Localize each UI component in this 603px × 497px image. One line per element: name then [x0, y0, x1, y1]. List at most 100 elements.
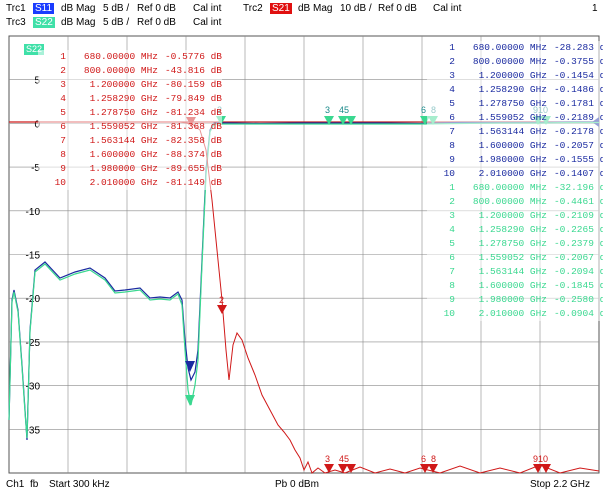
y-axis-label: 0: [34, 119, 40, 130]
trace3-cal: Cal int: [193, 17, 222, 28]
y-axis-label: -25: [26, 338, 41, 349]
trace1-label[interactable]: Trc1: [6, 3, 26, 14]
marker-frequency: 1.278750 GHz: [478, 98, 547, 109]
marker-number: 7: [449, 126, 455, 137]
s11-marker-label-45: 45: [339, 105, 349, 115]
marker-value: -89.655 dB: [164, 163, 222, 174]
marker-row: 8 1.600000 GHz -0.1845 dB: [427, 279, 603, 293]
marker-frequency: 1.980000 GHz: [478, 154, 547, 165]
marker-value: -82.358 dB: [164, 135, 222, 146]
trace2-ref: Ref 0 dB: [378, 3, 417, 14]
marker-row: 1 680.00000 MHz -28.283 dB: [427, 41, 603, 55]
marker-frequency: 1.563144 GHz: [478, 126, 547, 137]
s11-marker-label-3: 3: [325, 105, 330, 115]
footer-channel[interactable]: Ch1: [6, 479, 25, 490]
trace1-ref: Ref 0 dB: [137, 3, 176, 14]
marker-row: 6 1.559052 GHz -0.2189 dB: [427, 111, 603, 125]
trace3-param-badge[interactable]: S22: [33, 17, 55, 28]
marker-number: 2: [449, 196, 455, 207]
marker-number: 6: [449, 252, 455, 263]
marker-row: 2 800.00000 MHz -43.816 dB: [38, 64, 222, 78]
s21-marker-label-3: 3: [325, 454, 330, 464]
marker-number: 4: [60, 93, 66, 104]
marker-number: 3: [60, 79, 66, 90]
marker-value: -88.374 dB: [164, 149, 222, 160]
marker-row: 2 800.00000 MHz -0.3755 dB: [427, 55, 603, 69]
marker-frequency: 1.563144 GHz: [89, 135, 158, 146]
marker-row: 4 1.258290 GHz -79.849 dB: [38, 92, 222, 106]
marker-row: 1 680.00000 MHz -32.196 dB: [427, 181, 603, 195]
trace2-cal: Cal int: [433, 3, 462, 14]
y-axis-label: -35: [26, 425, 41, 436]
marker-value: -0.1454 dB: [553, 70, 603, 81]
marker-row: 10 2.010000 GHz -0.0904 dB: [427, 307, 603, 321]
trace2-label[interactable]: Trc2: [243, 3, 263, 14]
marker-value: -43.816 dB: [164, 65, 222, 76]
footer-start[interactable]: Start 300 kHz: [49, 479, 110, 490]
marker-frequency: 1.559052 GHz: [478, 112, 547, 123]
marker-row: 5 1.278750 GHz -0.2379 dB: [427, 237, 603, 251]
marker-frequency: 2.010000 GHz: [89, 177, 158, 188]
footer-power[interactable]: Pb 0 dBm: [275, 479, 319, 490]
marker-value: -81.368 dB: [164, 121, 222, 132]
s11-marker-1-icon: [185, 361, 195, 372]
marker-value: -0.4461 dB: [553, 196, 603, 207]
marker-row: 7 1.563144 GHz -82.358 dB: [38, 134, 222, 148]
marker-frequency: 1.980000 GHz: [478, 294, 547, 305]
marker-row: 9 1.980000 GHz -0.2580 dB: [427, 293, 603, 307]
s21-marker-label-2: 2: [219, 295, 224, 305]
marker-value: -32.196 dB: [553, 182, 603, 193]
marker-frequency: 680.00000 MHz: [83, 51, 158, 62]
marker-frequency: 1.980000 GHz: [89, 163, 158, 174]
marker-number: 9: [449, 154, 455, 165]
marker-number: 1: [60, 51, 66, 62]
marker-frequency: 1.278750 GHz: [89, 107, 158, 118]
active-trace-badge[interactable]: S22: [24, 44, 45, 55]
trace3-ref: Ref 0 dB: [137, 17, 176, 28]
marker-frequency: 1.559052 GHz: [478, 252, 547, 263]
marker-row: 4 1.258290 GHz -0.1486 dB: [427, 83, 603, 97]
marker-frequency: 1.200000 GHz: [89, 79, 158, 90]
trace2-param-badge[interactable]: S21: [270, 3, 292, 14]
marker-value: -0.1845 dB: [553, 280, 603, 291]
grid: [9, 36, 599, 473]
marker-frequency: 2.010000 GHz: [478, 308, 547, 319]
marker-value: -28.283 dB: [553, 42, 603, 53]
marker-value: -0.2379 dB: [553, 238, 603, 249]
marker-number: 8: [449, 140, 455, 151]
marker-frequency: 1.600000 GHz: [478, 280, 547, 291]
marker-row: 8 1.600000 GHz -0.2057 dB: [427, 139, 603, 153]
marker-row: 9 1.980000 GHz -0.1555 dB: [427, 153, 603, 167]
footer-mode: fb: [30, 479, 39, 490]
y-axis-label: -30: [26, 382, 41, 393]
footer-stop[interactable]: Stop 2.2 GHz: [530, 479, 591, 490]
trace1-scale: 5 dB /: [103, 3, 130, 14]
marker-number: 6: [449, 112, 455, 123]
marker-value: -0.1407 dB: [553, 168, 603, 179]
marker-row: 10 2.010000 GHz -0.1407 dB: [427, 167, 603, 181]
marker-number: 2: [449, 56, 455, 67]
marker-value: -79.849 dB: [164, 93, 222, 104]
trace1-param-badge[interactable]: S11: [33, 3, 55, 14]
marker-number: 3: [449, 70, 455, 81]
marker-number: 1: [449, 42, 455, 53]
marker-frequency: 1.559052 GHz: [89, 121, 158, 132]
marker-row: 3 1.200000 GHz -80.159 dB: [38, 78, 222, 92]
marker-number: 5: [60, 107, 66, 118]
trace1-cal: Cal int: [193, 3, 222, 14]
y-axis-label: -15: [26, 251, 41, 262]
marker-row: 4 1.258290 GHz -0.2265 dB: [427, 223, 603, 237]
marker-row: 6 1.559052 GHz -0.2067 dB: [427, 251, 603, 265]
marker-value: -0.2109 dB: [553, 210, 603, 221]
channel-index: 1: [592, 3, 598, 14]
marker-number: 9: [60, 163, 66, 174]
marker-value: -0.1555 dB: [553, 154, 603, 165]
marker-frequency: 1.258290 GHz: [478, 84, 547, 95]
marker-row: 7 1.563144 GHz -0.2094 dB: [427, 265, 603, 279]
marker-value: -0.3755 dB: [553, 56, 603, 67]
s21-marker-label-45: 45: [339, 454, 349, 464]
marker-value: -0.2265 dB: [553, 224, 603, 235]
s22-marker-table: 1 680.00000 MHz -32.196 dB 2 800.00000 MHz -0…: [427, 181, 603, 321]
marker-number: 10: [443, 168, 455, 179]
trace3-label[interactable]: Trc3: [6, 17, 26, 28]
